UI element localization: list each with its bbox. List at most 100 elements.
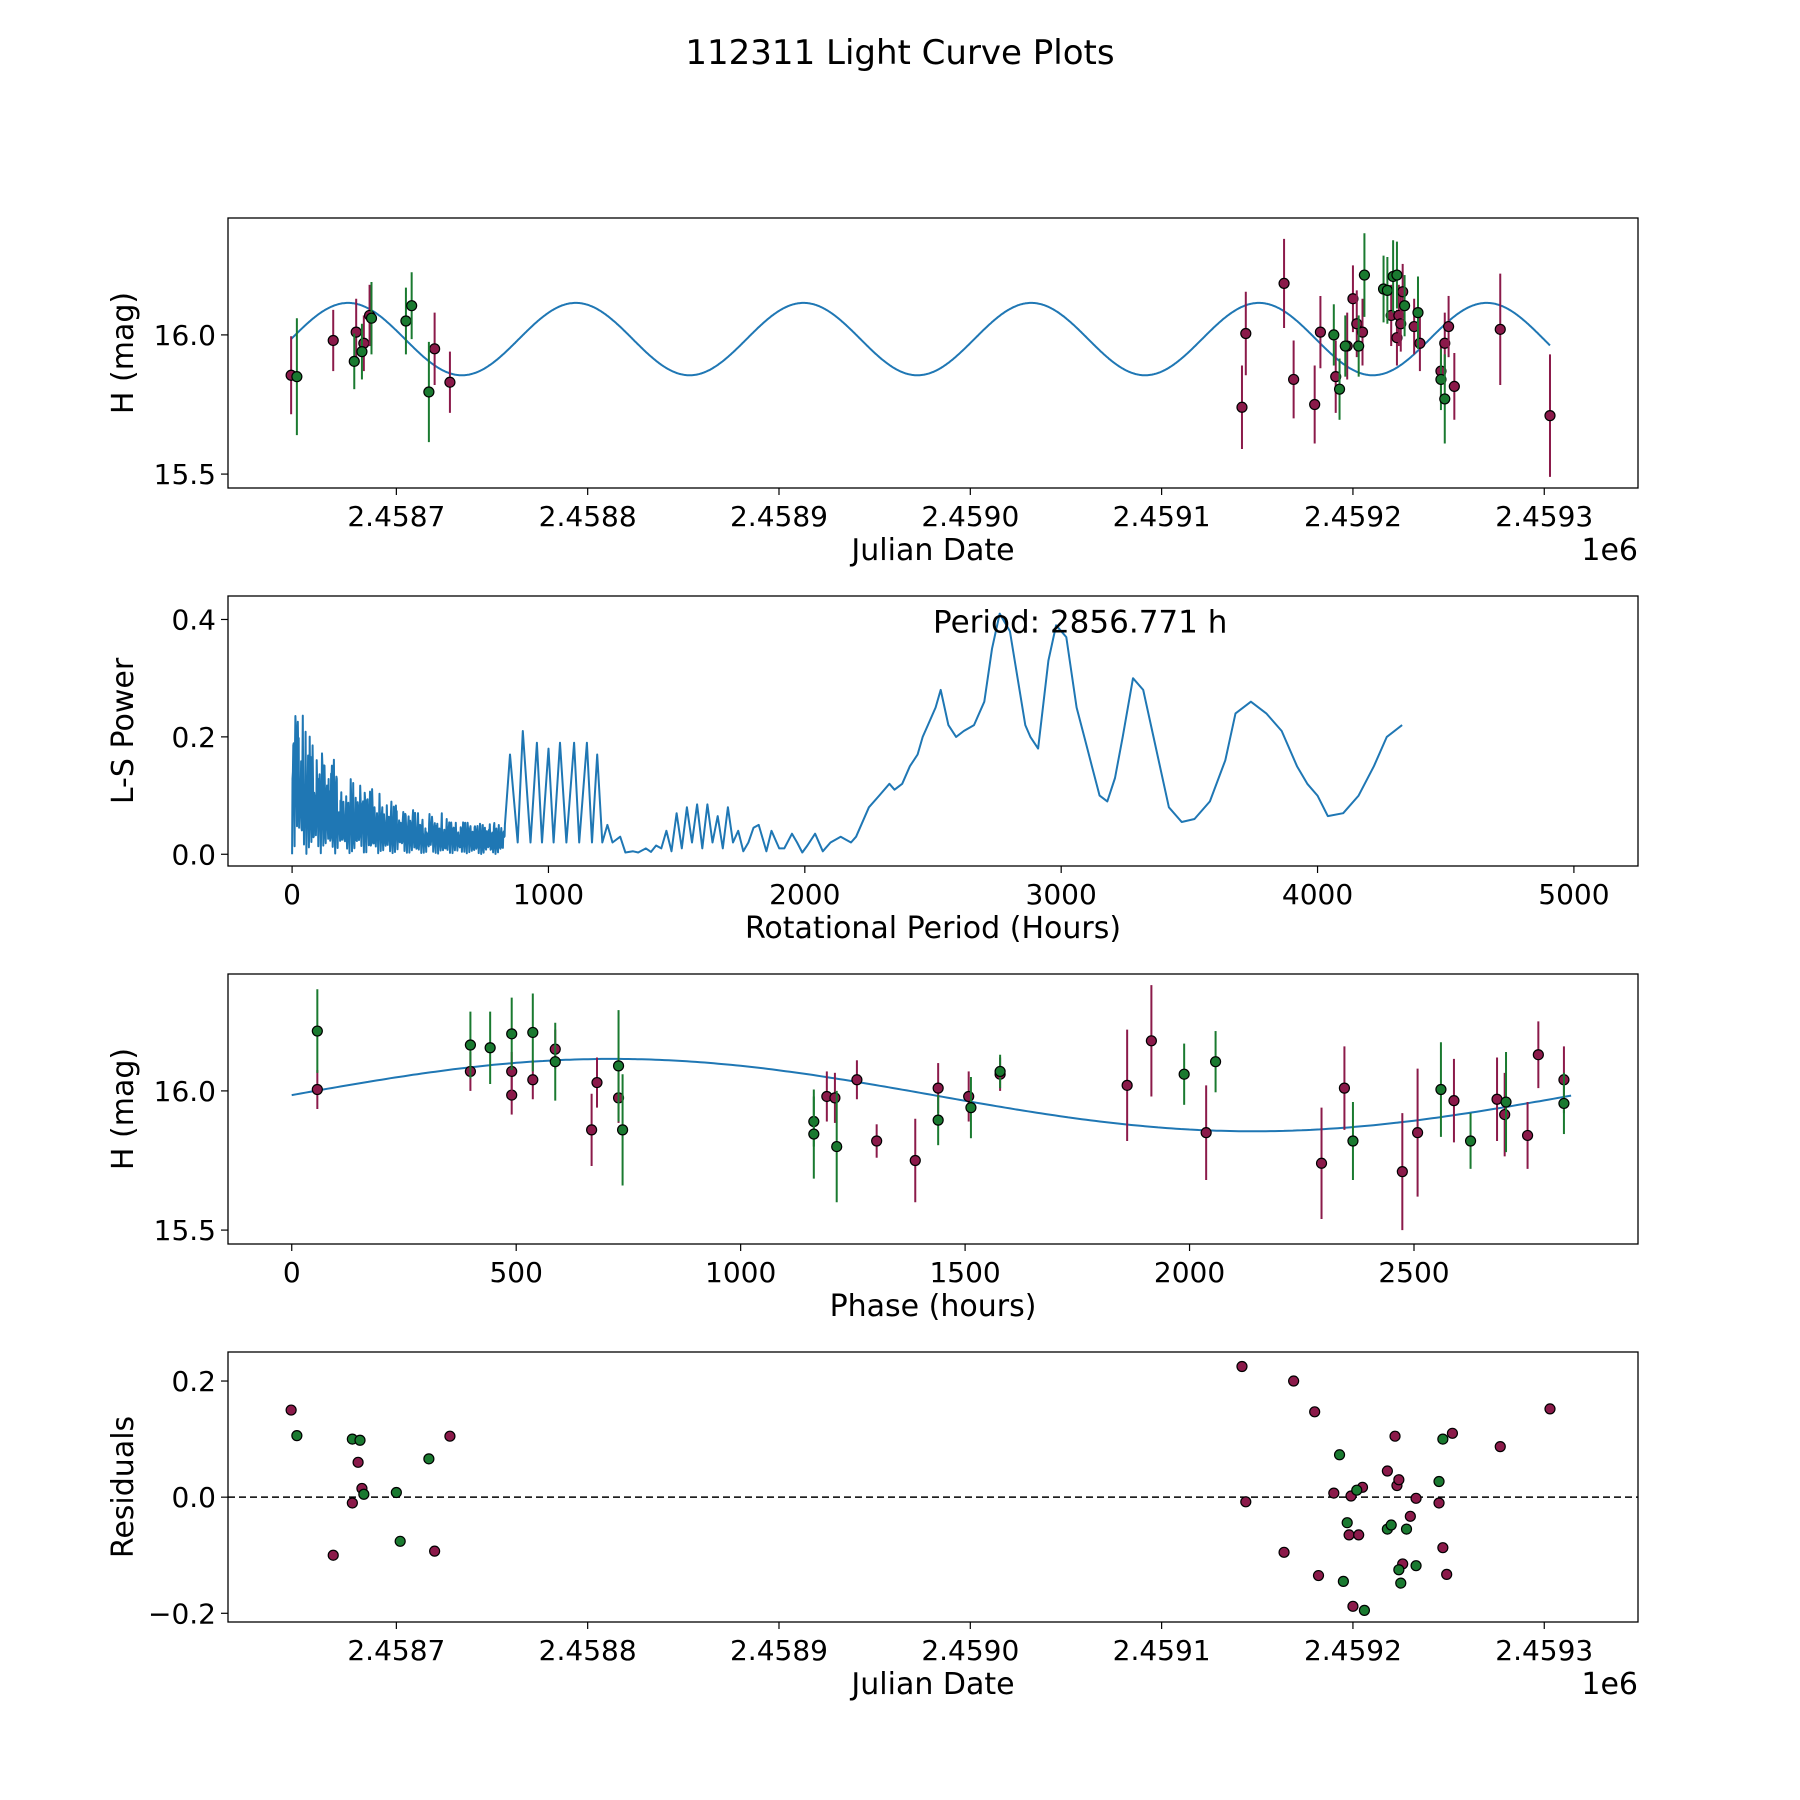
- red-data-point: [1494, 323, 1506, 335]
- x-tick-label: 0: [283, 1256, 301, 1289]
- red-data-point: [871, 1135, 883, 1147]
- green-data-point: [390, 1486, 402, 1499]
- red-data-point: [1395, 318, 1407, 330]
- red-data-point: [1404, 1510, 1416, 1522]
- x-tick-label: 1500: [929, 1256, 1000, 1289]
- green-data-point: [1395, 1577, 1407, 1589]
- red-data-point: [1330, 371, 1342, 383]
- red-data-point: [444, 376, 456, 388]
- green-data-point: [1333, 1449, 1346, 1461]
- x-tick-label: 5000: [1538, 878, 1609, 911]
- period-annotation: Period: 2856.771 h: [933, 604, 1227, 640]
- x-tick-label: 2.4592: [1304, 1634, 1402, 1667]
- green-data-point: [1333, 383, 1346, 395]
- x-tick-label: 500: [489, 1256, 542, 1289]
- y-tick-label: 0.0: [171, 1481, 216, 1514]
- red-data-point: [1347, 1600, 1359, 1612]
- x-tick-label: 2.4591: [1113, 1634, 1211, 1667]
- green-data-point: [1437, 1433, 1449, 1445]
- green-data-point: [994, 1065, 1006, 1078]
- red-data-point: [591, 1076, 603, 1089]
- green-data-point: [356, 346, 368, 358]
- red-data-point: [1236, 401, 1248, 413]
- x-tick-label: 2.4593: [1495, 500, 1593, 533]
- x-tick-label: 2.4591: [1113, 500, 1211, 533]
- phased-light-curve-panel: 0 500 1000 1500 2000 2500 15.5 16.0 Phase (hours…: [106, 973, 1639, 1324]
- y-tick-label: 0.0: [171, 838, 216, 871]
- red-data-point: [444, 1430, 456, 1442]
- green-data-point: [291, 1430, 303, 1442]
- red-data-point: [586, 1124, 598, 1136]
- green-data-point: [311, 1025, 323, 1037]
- red-data-point: [1532, 1049, 1544, 1061]
- green-data-point: [1339, 340, 1351, 352]
- red-data-point: [1396, 1166, 1408, 1178]
- red-data-point: [429, 1545, 441, 1557]
- red-data-point: [327, 1549, 339, 1561]
- green-data-point: [1439, 393, 1451, 405]
- red-data-point: [1397, 286, 1409, 298]
- green-data-point: [400, 315, 412, 327]
- green-data-point: [406, 300, 418, 312]
- light-curve-panel: 2.4587 2.4588 2.4589 2.4590 2.4591 2.4592 2.45…: [106, 217, 1639, 568]
- red-data-point: [1544, 1403, 1556, 1415]
- model-curve: [290, 301, 1551, 377]
- axes-frame: [227, 973, 1639, 1245]
- green-data-point: [1337, 1575, 1349, 1587]
- x-tick-label: 2.4588: [539, 1634, 637, 1667]
- red-data-point: [311, 1083, 323, 1096]
- green-data-point: [506, 1028, 518, 1040]
- red-data-point: [932, 1082, 944, 1094]
- green-data-point: [1351, 1484, 1363, 1496]
- residuals-plot-area: [228, 1360, 1638, 1616]
- y-axis-label: H (mag): [106, 1048, 141, 1170]
- green-data-point: [1435, 1083, 1447, 1096]
- axes-frame: [227, 1351, 1639, 1623]
- green-data-point: [1341, 1517, 1353, 1529]
- x-tick-label: 0: [283, 878, 301, 911]
- red-data-point: [1200, 1127, 1212, 1139]
- red-data-point: [1356, 326, 1369, 338]
- green-data-point: [348, 355, 360, 367]
- x-axis-label: Rotational Period (Hours): [745, 911, 1121, 946]
- x-tick-label: 2500: [1378, 1256, 1449, 1289]
- green-data-point: [808, 1128, 820, 1140]
- green-data-point: [1385, 1519, 1397, 1531]
- green-data-point: [464, 1039, 477, 1051]
- x-tick-label: 2000: [769, 878, 840, 911]
- red-data-point: [1240, 1496, 1252, 1508]
- green-data-point: [1353, 340, 1365, 352]
- y-tick-label: 0.2: [171, 1365, 216, 1398]
- periodogram-panel: 0 1000 2000 3000 4000 5000 0.0 0.2 0.4 Rotational…: [106, 595, 1639, 946]
- red-data-point: [1494, 1441, 1506, 1453]
- red-data-point: [1544, 410, 1556, 422]
- phased-model-curve: [291, 1057, 1572, 1133]
- green-data-point: [932, 1114, 944, 1126]
- red-data-point: [1499, 1108, 1511, 1121]
- green-data-point: [358, 1488, 370, 1500]
- red-data-point: [1338, 1082, 1351, 1094]
- red-data-point: [1278, 277, 1290, 290]
- red-data-point: [1278, 1546, 1290, 1558]
- x-tick-label: 2.4590: [921, 1634, 1019, 1667]
- x-tick-label: 4000: [1282, 878, 1353, 911]
- green-data-point: [1391, 269, 1403, 281]
- green-data-point: [831, 1140, 843, 1153]
- red-data-point: [285, 1404, 297, 1416]
- red-data-point: [1236, 1360, 1248, 1373]
- x-axis-label: Julian Date: [849, 533, 1014, 568]
- red-data-point: [1314, 326, 1327, 338]
- x-tick-label: 1000: [705, 1256, 776, 1289]
- green-data-point: [1347, 1135, 1359, 1147]
- green-data-point: [1398, 300, 1411, 312]
- green-data-point: [1500, 1096, 1512, 1108]
- figure-title: 112311 Light Curve Plots: [685, 33, 1114, 73]
- red-data-point: [1343, 1529, 1355, 1541]
- x-tick-label: 2.4589: [730, 500, 828, 533]
- red-data-point: [429, 343, 441, 355]
- axes-frame: [227, 217, 1639, 489]
- red-data-point: [1441, 1568, 1453, 1580]
- green-data-point: [423, 386, 435, 398]
- green-data-point: [1381, 284, 1393, 296]
- green-data-point: [1209, 1056, 1222, 1068]
